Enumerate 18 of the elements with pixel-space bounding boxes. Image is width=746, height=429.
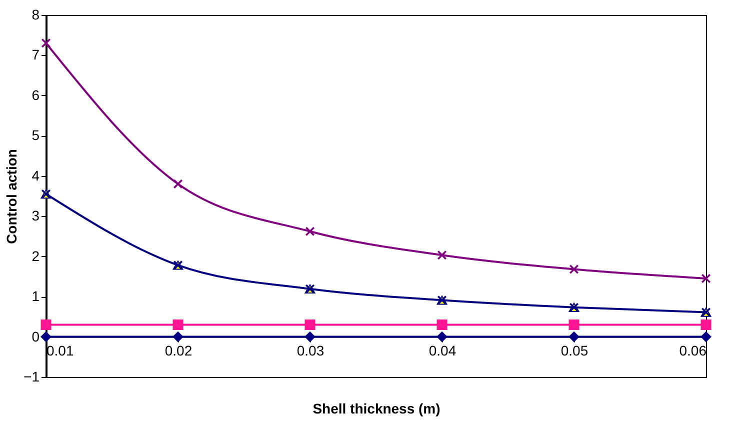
x-tick-label: 0.05 bbox=[560, 342, 588, 358]
y-axis-title: Control action bbox=[4, 149, 20, 244]
y-tick-label: 6 bbox=[32, 86, 40, 103]
x-tick-label: 0.01 bbox=[46, 342, 74, 358]
y-tick-label: 2 bbox=[32, 248, 40, 264]
x-tick-label: 0.04 bbox=[428, 342, 456, 358]
x-axis-title: Shell thickness (m) bbox=[312, 400, 440, 416]
y-tick-label: 3 bbox=[32, 208, 40, 224]
y-tick-label: 5 bbox=[32, 127, 40, 144]
y-tick-label: 1 bbox=[32, 288, 40, 304]
y-tick-label: −1 bbox=[24, 368, 40, 384]
y-tick-label: 4 bbox=[32, 167, 40, 184]
y-tick-label: 8 bbox=[32, 6, 40, 22]
x-tick-label: 0.02 bbox=[164, 342, 192, 358]
y-tick-label: 0 bbox=[32, 328, 40, 344]
y-tick-label: 7 bbox=[32, 46, 40, 63]
x-tick-label: 0.03 bbox=[296, 342, 324, 358]
x-tick-label: 0.06 bbox=[679, 342, 707, 358]
